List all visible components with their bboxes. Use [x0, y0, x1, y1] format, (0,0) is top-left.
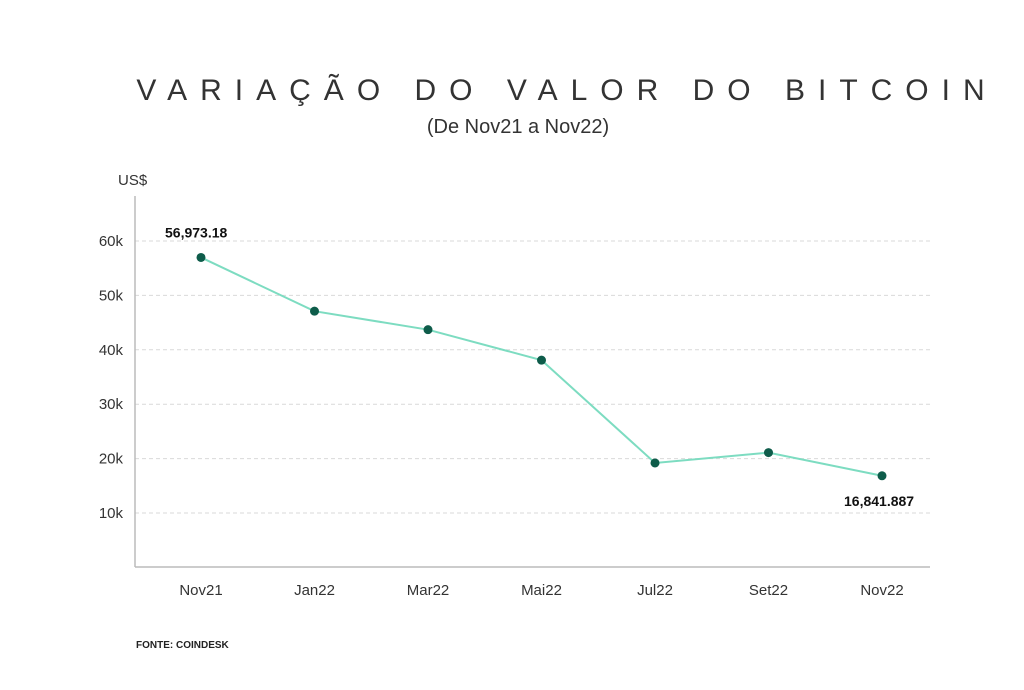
data-point: [877, 471, 887, 481]
y-tick-label: 60k: [99, 233, 124, 250]
x-tick-label: Nov22: [860, 582, 903, 599]
y-tick-label: 40k: [99, 342, 124, 359]
x-tick-labels: Nov21 Jan22 Mar22 Mai22 Jul22 Set22 Nov22: [179, 582, 903, 599]
x-tick-label: Set22: [749, 582, 788, 599]
data-point: [650, 458, 660, 468]
chart-subtitle: (De Nov21 a Nov22): [426, 116, 610, 138]
data-point: [764, 448, 773, 458]
data-point: [196, 252, 206, 262]
y-tick-label: 30k: [99, 396, 124, 413]
chart-title: VARIAÇÃO DO VALOR DO BITCOIN: [136, 74, 998, 107]
y-tick-label: 20k: [99, 451, 124, 468]
data-labels: 56,973.18 16,841.887: [165, 224, 914, 508]
data-point: [423, 325, 433, 335]
x-tick-label: Jan22: [294, 582, 335, 599]
y-tick-label: 50k: [99, 287, 124, 304]
x-tick-label: Mai22: [521, 582, 562, 599]
y-axis-unit-label: US$: [118, 172, 148, 189]
source-note: FONTE: COINDESK: [136, 640, 229, 651]
y-tick-label: 10k: [99, 505, 124, 522]
axes: [134, 196, 930, 568]
data-label: 56,973.18: [165, 224, 227, 240]
x-tick-label: Jul22: [637, 582, 673, 599]
data-point: [537, 355, 546, 365]
x-tick-label: Nov21: [179, 582, 222, 599]
series-markers: [196, 252, 887, 481]
y-tick-labels: 10k 20k 30k 40k 50k 60k: [99, 233, 124, 522]
series-line: [200, 256, 883, 477]
data-point: [310, 306, 319, 316]
x-tick-label: Mar22: [407, 582, 450, 599]
series-line: [200, 256, 883, 477]
data-label: 16,841.887: [844, 493, 914, 509]
